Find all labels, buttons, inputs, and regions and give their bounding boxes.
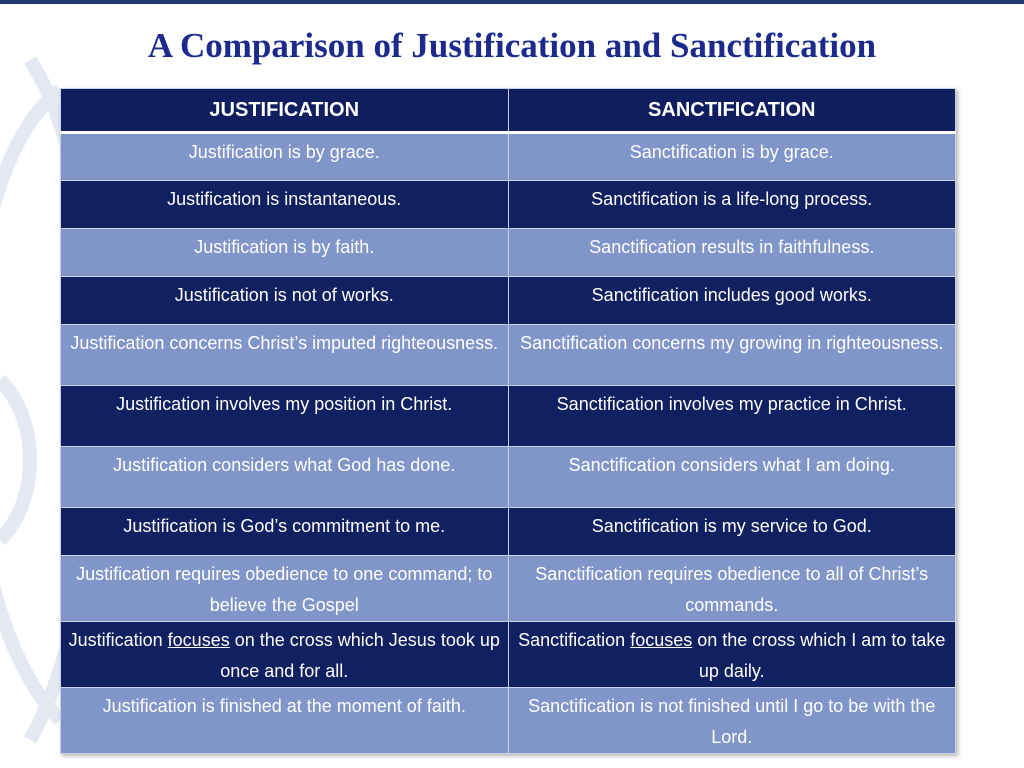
table-cell: Sanctification is not finished until I g… xyxy=(507,687,956,754)
table-row: Justification is instantaneous. Sanctific… xyxy=(60,180,956,229)
table-cell: Justification involves my position in Ch… xyxy=(60,385,509,447)
table-cell: Sanctification focuses on the cross whic… xyxy=(507,621,956,688)
table-cell: Sanctification results in faithfulness. xyxy=(507,228,956,277)
table-cell: Sanctification is my service to God. xyxy=(507,507,956,556)
table-row: Justification is finished at the moment … xyxy=(60,687,956,754)
table-cell: Justification is by faith. xyxy=(60,228,509,277)
top-border xyxy=(0,0,1024,4)
table-row: Justification is by grace. Sanctification… xyxy=(60,132,956,181)
underlined-text: focuses xyxy=(167,630,230,650)
table-cell: Sanctification requires obedience to all… xyxy=(507,555,956,622)
table-cell: Sanctification includes good works. xyxy=(507,276,956,325)
header-cell: SANCTIFICATION xyxy=(507,88,956,134)
table-row: Justification is God’s commitment to me.… xyxy=(60,507,956,556)
table-cell: Justification considers what God has don… xyxy=(60,446,509,508)
table-cell: Justification is instantaneous. xyxy=(60,180,509,229)
table-cell: Sanctification concerns my growing in ri… xyxy=(507,324,956,386)
table-cell: Justification is finished at the moment … xyxy=(60,687,509,754)
cell-text: Sanctification xyxy=(518,630,631,650)
slide-title: A Comparison of Justification and Sancti… xyxy=(147,26,877,65)
cell-text: Justification xyxy=(68,630,168,650)
header-cell: JUSTIFICATION xyxy=(60,88,509,134)
table-row: Justification concerns Christ’s imputed … xyxy=(60,324,956,386)
table-cell: Justification requires obedience to one … xyxy=(60,555,509,622)
table-cell: Justification is by grace. xyxy=(60,132,509,181)
underlined-text: focuses xyxy=(630,630,693,650)
table-cell: Sanctification involves my practice in C… xyxy=(507,385,956,447)
table-row: Justification focuses on the cross which… xyxy=(60,621,956,688)
table-row: Justification is not of works. Sanctifica… xyxy=(60,276,956,325)
cell-text: on the cross which Jesus took up once an… xyxy=(220,630,500,681)
table-row: Justification requires obedience to one … xyxy=(60,555,956,622)
cell-text: on the cross which I am to take up daily… xyxy=(692,630,946,681)
table-cell: Justification is not of works. xyxy=(60,276,509,325)
table-cell: Sanctification considers what I am doing… xyxy=(507,446,956,508)
table-cell: Sanctification is a life-long process. xyxy=(507,180,956,229)
header-row: JUSTIFICATION SANCTIFICATION xyxy=(60,88,956,134)
comparison-table: JUSTIFICATION SANCTIFICATION Justificati… xyxy=(60,88,956,754)
table-row: Justification is by faith. Sanctification… xyxy=(60,228,956,277)
table-row: Justification considers what God has don… xyxy=(60,446,956,508)
table-cell: Justification is God’s commitment to me. xyxy=(60,507,509,556)
table-cell: Justification concerns Christ’s imputed … xyxy=(60,324,509,386)
table-cell: Justification focuses on the cross which… xyxy=(60,621,509,688)
table-row: Justification involves my position in Ch… xyxy=(60,385,956,447)
table-cell: Sanctification is by grace. xyxy=(507,132,956,181)
